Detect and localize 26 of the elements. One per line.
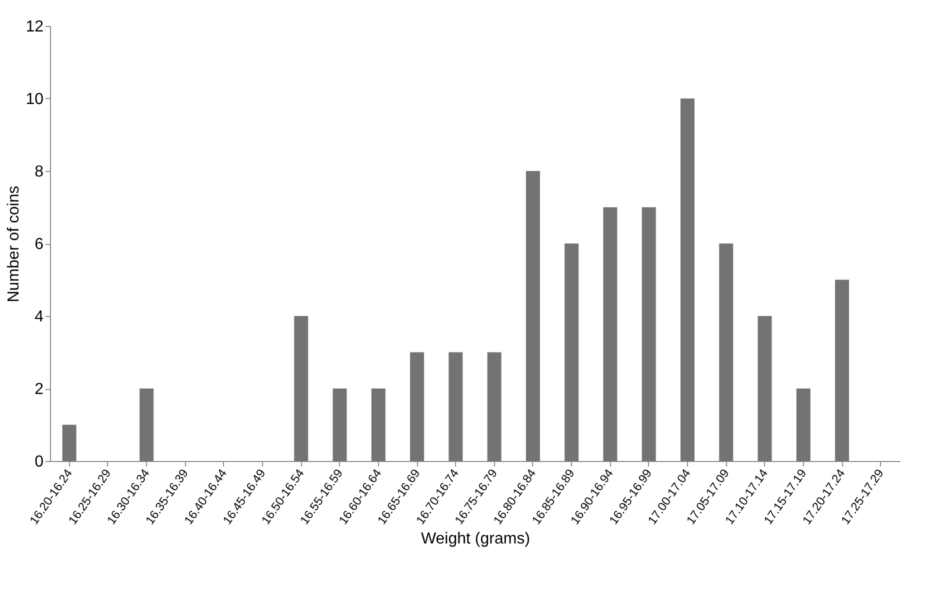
bar <box>680 98 694 461</box>
y-tick-label: 0 <box>34 454 44 470</box>
bar <box>835 280 850 461</box>
bar <box>758 316 772 461</box>
bar <box>603 207 618 461</box>
bar <box>140 388 154 461</box>
bar <box>371 388 386 461</box>
bar <box>796 388 810 461</box>
y-tick-label: 8 <box>34 164 44 180</box>
bar <box>332 388 347 461</box>
y-tick-label: 10 <box>26 91 44 108</box>
bar <box>642 207 656 461</box>
bar <box>564 244 579 461</box>
x-axis-title: Weight (grams) <box>420 530 530 548</box>
bar <box>410 352 424 461</box>
bar <box>294 316 308 461</box>
bar <box>526 171 540 461</box>
bar <box>62 424 76 461</box>
y-tick-label: 4 <box>34 308 44 326</box>
y-tick-label: 12 <box>26 18 44 36</box>
y-axis-title: Number of coins <box>6 186 23 302</box>
bar <box>487 352 502 461</box>
y-tick-label: 2 <box>34 381 44 398</box>
bar <box>719 244 734 461</box>
bar <box>448 352 463 461</box>
y-tick-label: 6 <box>34 236 44 253</box>
